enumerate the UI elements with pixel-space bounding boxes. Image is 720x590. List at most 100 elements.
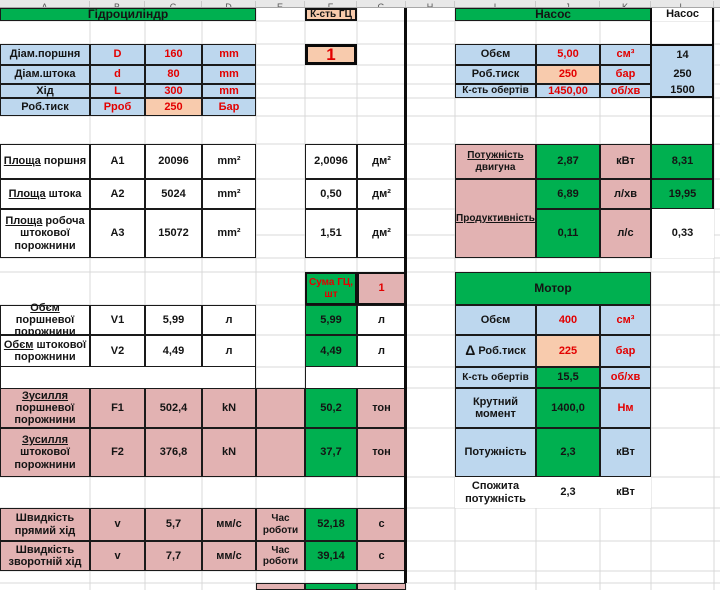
volume-piston-unit[interactable]: л [202, 305, 256, 335]
area-annular-dm-value[interactable]: 1,51 [305, 209, 357, 258]
pump-alt-productivity-lmin-value[interactable]: 19,95 [651, 179, 714, 209]
force-rod-symbol[interactable]: F2 [90, 428, 145, 477]
speed-reverse-label[interactable]: Швидкість зворотній хід [0, 541, 90, 571]
speed-reverse-unit[interactable]: мм/с [202, 541, 256, 571]
pump-rpm-value[interactable]: 1450,00 [536, 84, 600, 98]
column-header-k[interactable]: K [600, 1, 651, 7]
speed-forward-value[interactable]: 5,7 [145, 508, 202, 541]
area-rod-label[interactable]: Площа штока [0, 179, 90, 209]
param-piston-diameter-value[interactable]: 160 [145, 44, 202, 65]
pump-productivity-ls-value[interactable]: 0,11 [536, 209, 600, 258]
volume-piston-label[interactable]: Обєм поршневої порожнини [0, 302, 90, 338]
speed-forward-unit[interactable]: мм/с [202, 508, 256, 541]
param-stroke-symbol[interactable]: L [90, 84, 145, 98]
speed-reverse-time-label[interactable]: Час роботи [256, 541, 305, 571]
motor-power-label[interactable]: Потужність [455, 428, 536, 477]
motor-consumed-power-label[interactable]: Спожита потужність [455, 477, 536, 508]
param-piston-diameter-label[interactable]: Діам.поршня [0, 44, 90, 65]
force-piston-label[interactable]: Зусилля поршневої порожнини [0, 388, 90, 428]
pump-table-title[interactable]: Насос [455, 7, 651, 21]
area-annular-label[interactable]: Площа робоча штокової порожнини [0, 209, 90, 258]
param-stroke-unit[interactable]: mm [202, 84, 256, 98]
force-piston-value[interactable]: 502,4 [145, 388, 202, 428]
area-rod-symbol[interactable]: A2 [90, 179, 145, 209]
pump-alt-rpm-value[interactable]: 1500 [651, 84, 714, 98]
volume-rod-total-value[interactable]: 4,49 [305, 335, 357, 367]
motor-volume-label[interactable]: Обєм [455, 305, 536, 335]
column-header-c[interactable]: C [145, 1, 202, 7]
area-piston-symbol[interactable]: A1 [90, 144, 145, 179]
pump-alt-pressure-value[interactable]: 250 [651, 65, 714, 84]
area-piston-dm-unit[interactable]: дм² [357, 144, 406, 179]
force-piston-symbol[interactable]: F1 [90, 388, 145, 428]
speed-reverse-time-unit[interactable]: с [357, 541, 406, 571]
param-stroke-label[interactable]: Хід [0, 84, 90, 98]
partial-row-time-value-cell[interactable] [305, 583, 357, 590]
param-rod-diameter-symbol[interactable]: d [90, 65, 145, 84]
volume-piston-total-unit[interactable]: л [357, 305, 406, 335]
pump-pressure-unit[interactable]: бар [600, 65, 651, 84]
speed-reverse-symbol[interactable]: v [90, 541, 145, 571]
pump-productivity-lmin-unit[interactable]: л/хв [600, 179, 651, 209]
column-header-f[interactable]: F [305, 1, 357, 7]
param-piston-diameter-unit[interactable]: mm [202, 44, 256, 65]
force-rod-value[interactable]: 376,8 [145, 428, 202, 477]
cylinder-sum-header-cell[interactable]: Сума ГЦ, шт [305, 272, 357, 305]
pump-pressure-label[interactable]: Роб.тиск [455, 65, 536, 84]
param-work-pressure-label[interactable]: Роб.тиск [0, 98, 90, 116]
speed-forward-time-unit[interactable]: с [357, 508, 406, 541]
area-rod-dm-unit[interactable]: дм² [357, 179, 406, 209]
area-piston-value[interactable]: 20096 [145, 144, 202, 179]
column-header-e[interactable]: E [256, 1, 305, 7]
pump-alt-productivity-ls-value[interactable]: 0,33 [651, 209, 714, 258]
pump-engine-power-unit[interactable]: кВт [600, 144, 651, 179]
volume-rod-unit[interactable]: л [202, 335, 256, 367]
volume-rod-symbol[interactable]: V2 [90, 335, 145, 367]
motor-torque-value[interactable]: 1400,0 [536, 388, 600, 428]
param-rod-diameter-label[interactable]: Діам.штока [0, 65, 90, 84]
area-annular-value[interactable]: 15072 [145, 209, 202, 258]
speed-forward-time-label[interactable]: Час роботи [256, 508, 305, 541]
force-rod-spacer-cell[interactable] [256, 428, 305, 477]
force-rod-label[interactable]: Зусилля штокової порожнини [0, 428, 90, 477]
pump-volume-label[interactable]: Обєм [455, 44, 536, 65]
param-stroke-value[interactable]: 300 [145, 84, 202, 98]
motor-volume-value[interactable]: 400 [536, 305, 600, 335]
pump-rpm-label[interactable]: К-сть обертів [455, 84, 536, 98]
volume-piston-symbol[interactable]: V1 [90, 305, 145, 335]
force-piston-spacer-cell[interactable] [256, 388, 305, 428]
motor-pressure-value[interactable]: 225 [536, 335, 600, 367]
blank-connector-cell-left[interactable] [0, 367, 256, 388]
pump-alt-column-title[interactable]: Насос [651, 8, 714, 21]
area-piston-label[interactable]: Площа поршня [0, 144, 90, 179]
motor-consumed-power-value[interactable]: 2,3 [536, 477, 600, 508]
param-piston-diameter-symbol[interactable]: D [90, 44, 145, 65]
param-rod-diameter-value[interactable]: 80 [145, 65, 202, 84]
motor-power-value[interactable]: 2,3 [536, 428, 600, 477]
partial-row-time-label-cell[interactable] [256, 583, 305, 590]
pump-alt-volume-value[interactable]: 14 [651, 44, 714, 65]
cylinder-qty-header-cell[interactable]: К-сть ГЦ [305, 8, 357, 21]
force-piston-tons-unit[interactable]: тон [357, 388, 406, 428]
speed-forward-label[interactable]: Швидкість прямий хід [0, 508, 90, 541]
volume-piston-value[interactable]: 5,99 [145, 305, 202, 335]
pump-alt-engine-power-value[interactable]: 8,31 [651, 144, 714, 179]
motor-torque-unit[interactable]: Нм [600, 388, 651, 428]
column-header-g[interactable]: G [357, 1, 406, 7]
force-rod-tons-unit[interactable]: тон [357, 428, 406, 477]
motor-table-title[interactable]: Мотор [455, 272, 651, 305]
partial-row-time-unit-cell[interactable] [357, 583, 406, 590]
volume-rod-total-unit[interactable]: л [357, 335, 406, 367]
cylinder-qty-value-cell[interactable]: 1 [305, 44, 357, 65]
pump-volume-unit[interactable]: см³ [600, 44, 651, 65]
pump-productivity-label[interactable]: Продуктивність [455, 179, 536, 258]
motor-torque-label[interactable]: Крутний момент [455, 388, 536, 428]
pump-pressure-value[interactable]: 250 [536, 65, 600, 84]
column-header-a[interactable]: A [0, 1, 90, 7]
param-work-pressure-value[interactable]: 250 [145, 98, 202, 116]
area-piston-unit[interactable]: mm² [202, 144, 256, 179]
pump-productivity-lmin-value[interactable]: 6,89 [536, 179, 600, 209]
pump-productivity-ls-unit[interactable]: л/с [600, 209, 651, 258]
area-rod-unit[interactable]: mm² [202, 179, 256, 209]
motor-power-unit[interactable]: кВт [600, 428, 651, 477]
